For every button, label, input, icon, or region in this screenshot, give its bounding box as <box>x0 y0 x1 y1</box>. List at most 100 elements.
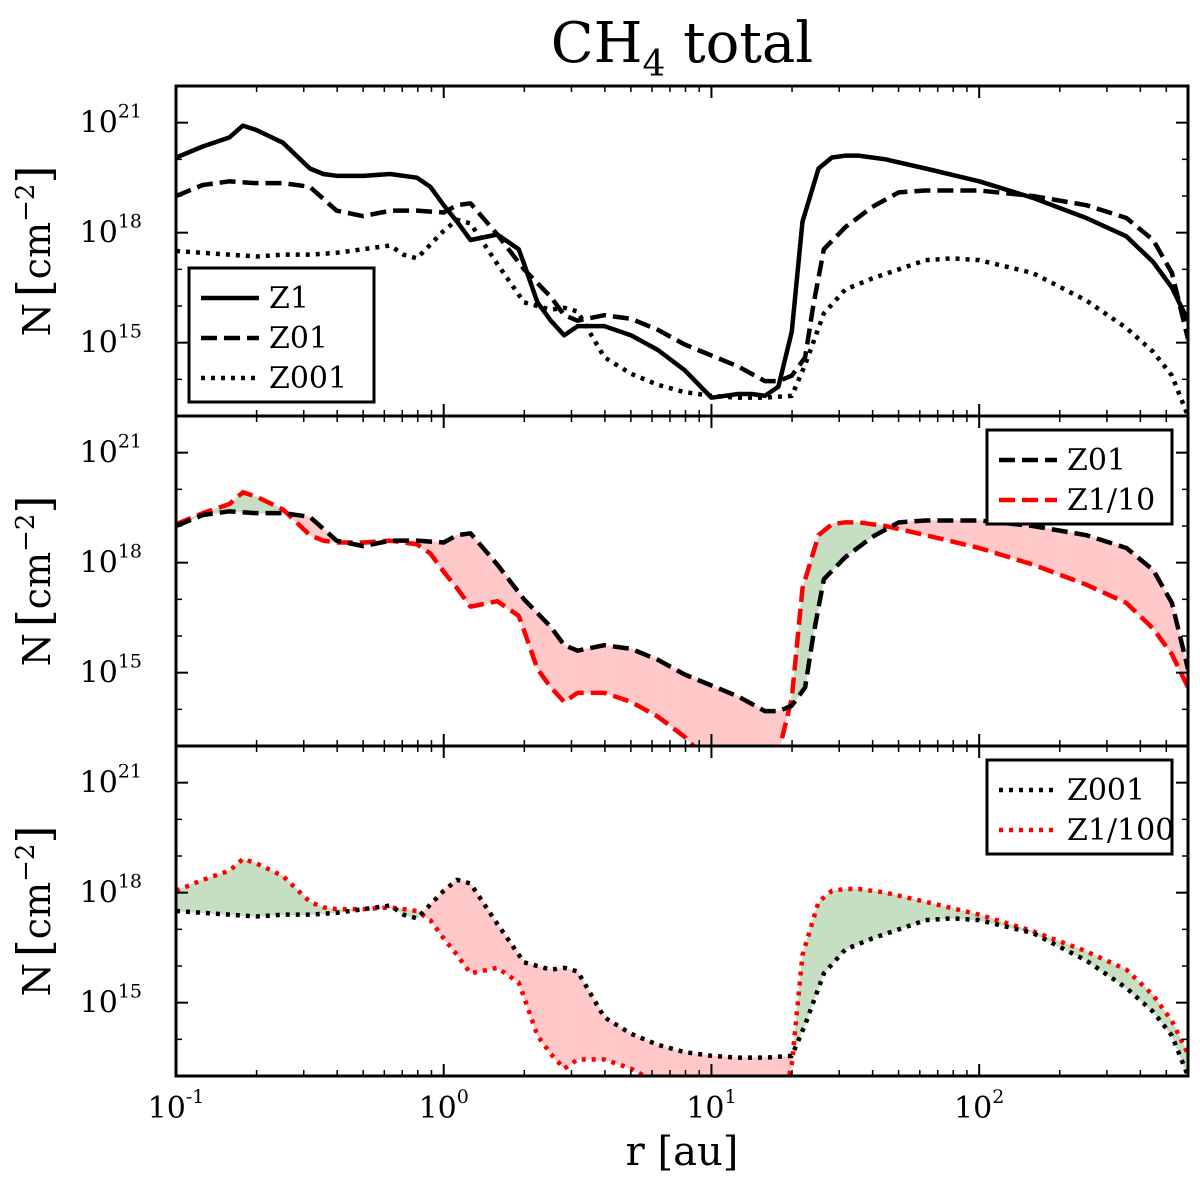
y-tick-label: 1018 <box>80 211 142 251</box>
fill-segment <box>588 989 592 1060</box>
y-axis-label: N[cm−2] <box>7 166 61 337</box>
fill-segment <box>199 879 203 914</box>
fill-segment <box>853 888 857 947</box>
fill-segment <box>653 657 656 716</box>
fill-segment <box>216 507 219 514</box>
fill-segment <box>216 874 219 915</box>
fill-segment <box>774 1056 778 1076</box>
fill-segment <box>574 970 578 1063</box>
fill-segment <box>523 961 527 1004</box>
fill-segment <box>608 645 612 696</box>
fill-segment <box>780 1056 784 1076</box>
fill-segment <box>811 551 814 647</box>
fill-segment <box>244 859 248 917</box>
fill-segment <box>999 920 1003 926</box>
fill-segment <box>851 522 855 553</box>
fill-segment <box>258 864 262 917</box>
fill-segment <box>228 869 231 916</box>
fill-segment <box>975 520 978 548</box>
fill-segment <box>1155 997 1158 1019</box>
fill-segment <box>843 888 847 952</box>
fill-segment <box>485 550 489 604</box>
fill-segment <box>1131 551 1134 611</box>
fill-segment <box>728 692 731 746</box>
fill-segment <box>641 652 644 710</box>
fill-segment <box>475 538 478 606</box>
axes-frame-bottom <box>174 744 1190 1078</box>
fill-segment <box>635 650 638 706</box>
fill-segment <box>772 710 776 746</box>
fill-segment <box>900 895 903 930</box>
fill-segment <box>191 516 195 520</box>
fill-segment <box>1094 537 1098 590</box>
fill-segment <box>750 702 754 746</box>
fill-segment <box>1029 525 1033 565</box>
fill-segment <box>614 1023 618 1065</box>
fill-segment <box>811 918 814 1008</box>
legend-label: Z1/100 <box>1067 813 1174 848</box>
y-axis-label: N[cm−2] <box>7 496 61 667</box>
fill-segment <box>256 863 260 917</box>
fill-segment <box>218 873 221 915</box>
fill-segment <box>647 1040 650 1076</box>
fill-segment <box>1090 536 1094 589</box>
fill-segment <box>689 676 693 746</box>
fill-segment <box>969 520 972 547</box>
fill-segment <box>369 907 373 910</box>
fill-segment <box>606 1018 610 1062</box>
fill-segment <box>620 647 624 700</box>
fill-segment <box>827 525 831 576</box>
fill-segment <box>248 860 252 917</box>
fill-segment <box>898 895 901 930</box>
fill-segment <box>878 891 881 937</box>
fill-segment <box>760 1057 764 1076</box>
fill-segment <box>948 520 952 542</box>
fill-segment <box>465 533 468 604</box>
fill-segment <box>497 923 501 971</box>
fill-segment <box>956 520 960 544</box>
fill-segment <box>657 1044 661 1076</box>
fill-segment <box>183 886 187 913</box>
chart-title: CH4 total <box>551 11 813 85</box>
fill-segment <box>489 554 493 604</box>
fill-segment <box>861 889 865 944</box>
fill-segment <box>643 1038 646 1076</box>
fill-segment <box>1159 580 1162 642</box>
fill-segment <box>483 902 486 971</box>
fill-segment <box>568 968 571 1067</box>
fill-segment <box>768 710 772 746</box>
fill-segment <box>461 880 464 965</box>
fill-segment <box>287 879 290 915</box>
fill-segment <box>246 859 250 917</box>
fill-segment <box>740 1057 744 1076</box>
fill-segment <box>560 639 563 702</box>
fill-segment <box>612 646 616 697</box>
fill-segment <box>825 526 829 579</box>
fill-segment <box>278 873 282 916</box>
fill-segment <box>604 644 608 695</box>
fill-segment <box>576 970 580 1061</box>
fill-segment <box>252 861 256 917</box>
fill-segment <box>829 890 833 968</box>
fill-segment <box>566 968 569 1068</box>
fill-segment <box>432 898 436 928</box>
fill-segment <box>1050 528 1053 573</box>
fill-segment <box>1005 522 1009 558</box>
fill-segment <box>562 967 565 1069</box>
fill-segment <box>493 559 497 603</box>
fill-segment <box>882 891 885 936</box>
series-lines-top <box>176 123 1188 416</box>
fill-segment <box>782 1055 786 1076</box>
fill-segment <box>944 520 948 541</box>
fill-segment <box>1104 540 1108 595</box>
fill-segment <box>548 623 551 688</box>
fill-segment <box>540 966 543 1044</box>
fill-segment <box>1044 527 1047 571</box>
panel-bottom: 1021 1018 1015 N[cm−2] Z001 Z1/100 <box>7 744 1190 1078</box>
fill-segment <box>766 1057 770 1076</box>
fill-segment <box>481 545 484 605</box>
fill-segment <box>645 654 648 712</box>
fill-segment <box>616 646 620 699</box>
fill-segment <box>1064 531 1067 578</box>
fill-segment <box>665 1046 669 1076</box>
